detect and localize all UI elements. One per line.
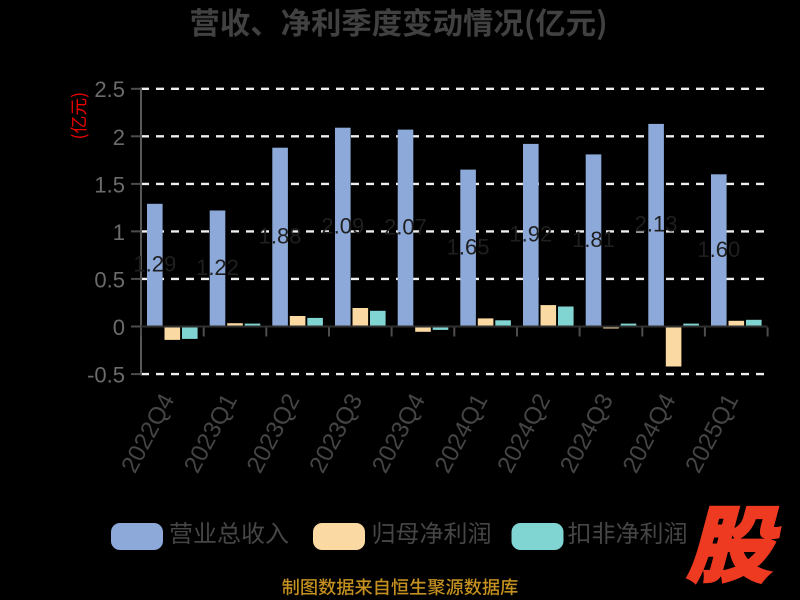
svg-text:-0.5: -0.5 — [87, 363, 125, 388]
svg-text:2.13: 2.13 — [635, 212, 678, 237]
svg-text:2.07: 2.07 — [384, 215, 427, 240]
svg-text:1.5: 1.5 — [94, 172, 125, 197]
svg-text:2.5: 2.5 — [94, 77, 125, 102]
svg-text:1.65: 1.65 — [447, 235, 490, 260]
svg-text:1.81: 1.81 — [572, 227, 615, 252]
svg-text:2.09: 2.09 — [321, 214, 364, 239]
svg-text:1.29: 1.29 — [133, 252, 176, 277]
svg-text:1: 1 — [113, 220, 125, 245]
svg-text:1.92: 1.92 — [509, 222, 552, 247]
svg-text:2: 2 — [113, 125, 125, 150]
svg-text:1.22: 1.22 — [196, 255, 239, 280]
svg-text:1.60: 1.60 — [697, 237, 740, 262]
svg-text:0.5: 0.5 — [94, 267, 125, 292]
svg-text:0: 0 — [113, 315, 125, 340]
svg-text:1.88: 1.88 — [259, 224, 302, 249]
